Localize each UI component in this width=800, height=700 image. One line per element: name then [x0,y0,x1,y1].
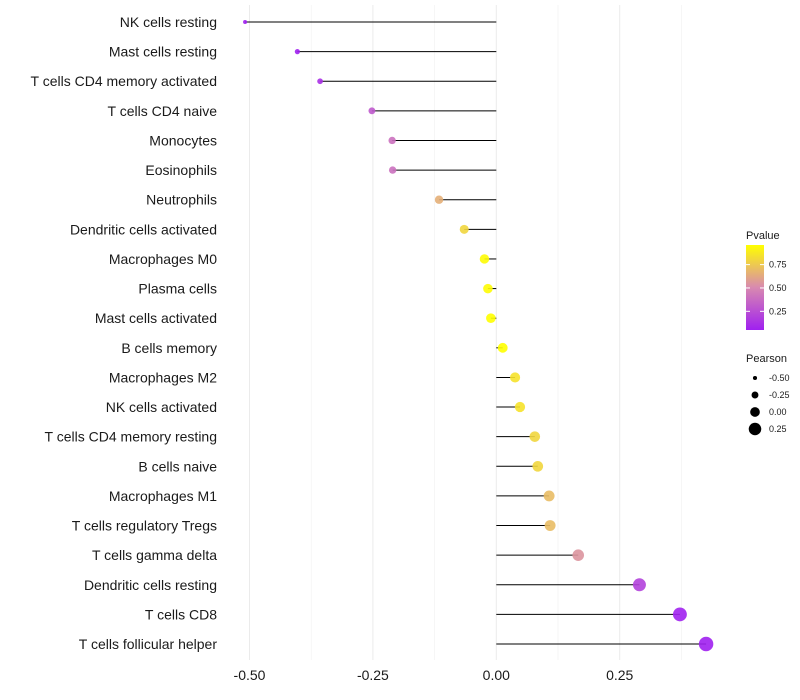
lollipop-point [483,283,493,294]
colorbar-tick-label: 0.75 [769,260,787,270]
lollipop-point [486,313,496,323]
size-legend-label: -0.50 [769,373,790,383]
lollipop-point [514,401,526,413]
lollipop-point [294,49,300,55]
category-label: T cells gamma delta [92,547,217,563]
size-legend-point [752,375,758,381]
category-label: Neutrophils [146,192,217,208]
category-label: NK cells resting [120,14,217,30]
x-tick-label: -0.50 [234,667,266,683]
lollipop-point [434,195,444,204]
lollipop-point [544,520,556,532]
category-label: T cells follicular helper [79,636,218,652]
lollipop-point [529,431,541,442]
pearson-legend: Pearson -0.50 -0.25 0.00 0.25 [746,353,790,436]
lollipop-point [459,224,469,234]
lollipop-point [632,578,646,592]
x-tick-label: 0.00 [483,667,510,683]
category-label: Mast cells activated [95,310,217,326]
lollipop-point [388,136,396,145]
category-label: Plasma cells [138,281,217,297]
category-label: Macrophages M2 [109,369,217,385]
size-legend-label: 0.25 [769,424,787,434]
lollipop-point [672,607,687,622]
pvalue-colorbar [746,245,764,330]
size-legend-point [748,422,762,436]
pearson-legend-title: Pearson [746,353,787,365]
grid [249,5,682,660]
lollipop-point [368,107,376,115]
category-label: T cells CD4 memory resting [45,429,217,445]
x-tick-label: -0.25 [357,667,389,683]
lollipop-point [243,19,248,25]
lollipop-point [543,490,555,502]
pvalue-legend: Pvalue 0.25 0.50 0.75 [746,230,787,330]
size-legend-label: -0.25 [769,390,790,400]
category-label: Dendritic cells activated [70,221,217,237]
colorbar-tick-label: 0.25 [769,306,787,316]
lollipop-point [388,166,397,174]
lollipop-point [698,636,714,652]
category-label: Monocytes [149,132,217,148]
category-label: T cells regulatory Tregs [72,518,217,534]
category-labels: NK cells resting Mast cells resting T cell… [31,14,218,652]
lollipop-point [509,372,521,383]
size-legend-point [751,391,759,399]
x-axis-ticks: -0.50 -0.25 0.00 0.25 [234,667,634,683]
lollipop-point [572,549,585,561]
lollipop-point [532,460,544,472]
category-label: NK cells activated [106,399,217,415]
chart-marks [243,19,714,652]
pvalue-legend-title: Pvalue [746,230,780,242]
size-legend-point [750,407,760,417]
category-label: T cells CD8 [145,606,217,622]
category-label: Mast cells resting [109,44,217,60]
lollipop-point [479,254,490,264]
x-tick-label: 0.25 [606,667,633,683]
category-label: Macrophages M0 [109,251,217,267]
category-label: T cells CD4 naive [108,103,218,119]
lollipop-point [317,78,323,85]
category-label: B cells naive [138,458,217,474]
category-label: Macrophages M1 [109,488,217,504]
category-label: Eosinophils [145,162,217,178]
size-legend-label: 0.00 [769,407,787,417]
category-label: T cells CD4 memory activated [31,73,217,89]
category-label: B cells memory [121,340,217,356]
lollipop-point [497,342,508,353]
colorbar-tick-label: 0.50 [769,283,787,293]
category-label: Dendritic cells resting [84,577,217,593]
